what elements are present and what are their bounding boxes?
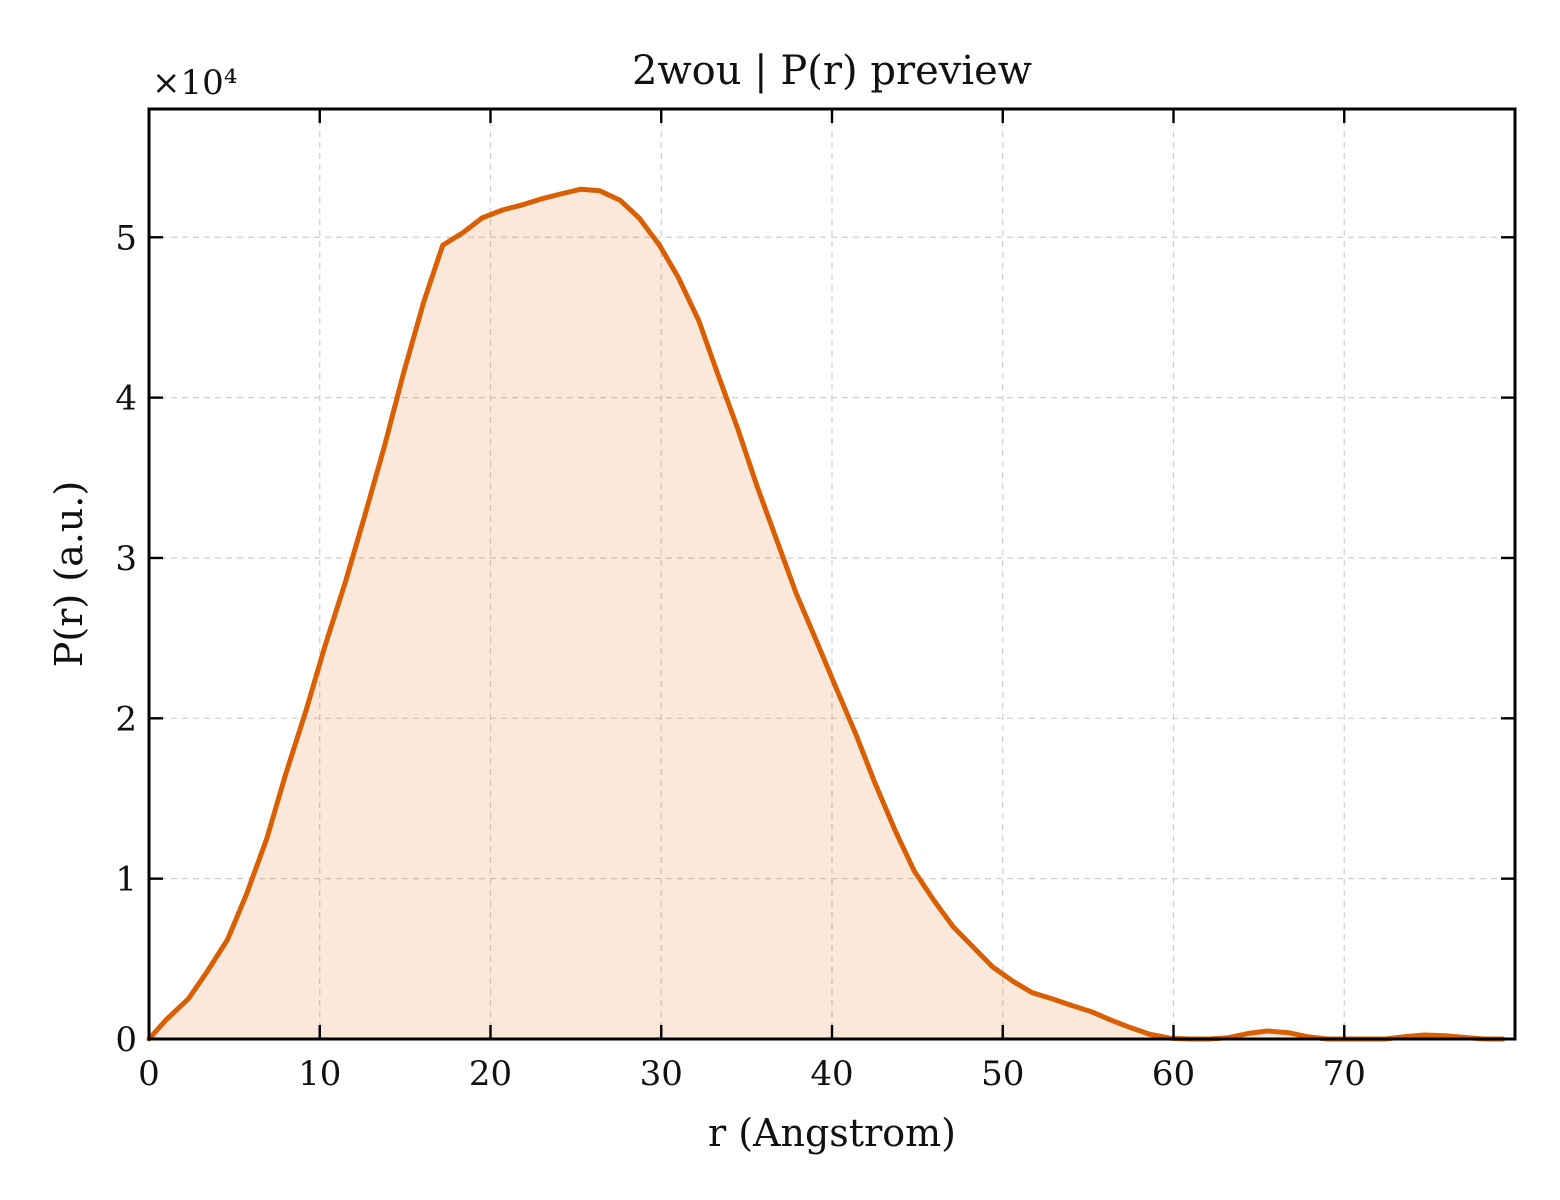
x-tick-label: 20 (469, 1054, 512, 1094)
y-tick-label: 2 (115, 699, 137, 739)
pr-series-line (146, 186, 1506, 1042)
x-tick-label: 40 (810, 1054, 853, 1094)
y-tick-label: 4 (115, 379, 137, 419)
x-tick-label: 60 (1152, 1054, 1195, 1094)
x-tick-label: 10 (298, 1054, 341, 1094)
y-tick-label: 5 (115, 218, 137, 258)
chart-title: 2wou | P(r) preview (632, 48, 1032, 94)
x-tick-label: 30 (640, 1054, 683, 1094)
y-tick-label: 0 (115, 1020, 137, 1060)
pr-area-fill (149, 189, 1503, 1039)
x-axis-label: r (Angstrom) (708, 1111, 956, 1155)
y-tick-label: 1 (115, 860, 137, 900)
x-tick-label: 0 (138, 1054, 160, 1094)
x-tick-label: 70 (1323, 1054, 1366, 1094)
y-tick-label: 3 (115, 539, 137, 579)
axis-ticks (147, 109, 1515, 1041)
y-axis-label: P(r) (a.u.) (47, 481, 91, 667)
x-tick-label: 50 (981, 1054, 1024, 1094)
y-axis-multiplier: ×10⁴ (152, 63, 237, 103)
